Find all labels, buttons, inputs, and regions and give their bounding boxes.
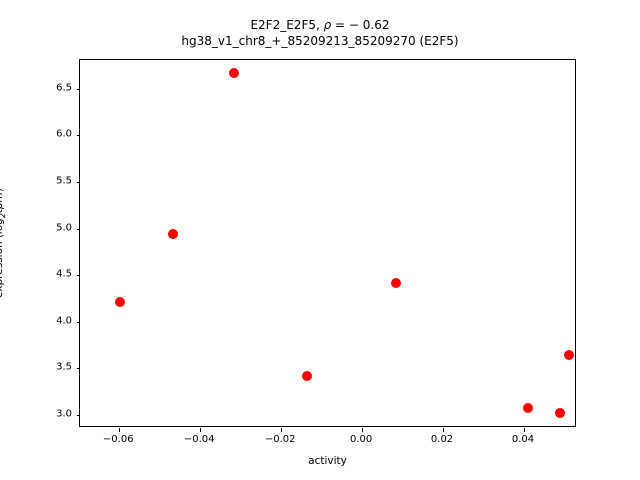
x-tick-label: −0.04 bbox=[183, 434, 215, 445]
y-tick-mark bbox=[76, 135, 80, 137]
y-axis-label-suffix: ) bbox=[0, 188, 5, 192]
data-point bbox=[523, 402, 534, 413]
chart-title: E2F2_E2F5, ρ = − 0.62 hg38_v1_chr8_+_852… bbox=[0, 17, 640, 49]
title-gene-pair: E2F2_E2F5, bbox=[250, 18, 324, 32]
y-tick-label: 4.5 bbox=[56, 268, 72, 280]
data-point bbox=[391, 277, 402, 288]
y-tick-label: 6.5 bbox=[56, 82, 72, 94]
title-rho-symbol: ρ bbox=[323, 18, 332, 32]
y-axis-label-prefix: expression ( bbox=[0, 234, 5, 298]
y-tick-mark bbox=[76, 88, 80, 90]
y-axis-label: expression (log2tpm) bbox=[0, 188, 7, 298]
plot-area bbox=[80, 60, 575, 426]
chart-title-line-1: E2F2_E2F5, ρ = − 0.62 bbox=[0, 17, 640, 33]
data-point bbox=[563, 350, 574, 361]
title-rho-value: = − 0.62 bbox=[331, 18, 390, 32]
y-tick-label: 5.0 bbox=[56, 222, 72, 234]
y-tick-label: 6.0 bbox=[56, 128, 72, 140]
y-tick-mark bbox=[76, 182, 80, 184]
chart-subtitle: hg38_v1_chr8_+_85209213_85209270 (E2F5) bbox=[181, 34, 459, 48]
axes-frame bbox=[76, 59, 576, 432]
data-point bbox=[302, 370, 313, 381]
x-tick-label: 0.02 bbox=[430, 434, 454, 445]
x-tick-label: 0.00 bbox=[349, 434, 373, 445]
y-tick-label: 4.0 bbox=[56, 315, 72, 327]
x-axis-label: activity bbox=[308, 455, 347, 467]
x-tick-label: −0.06 bbox=[102, 434, 134, 445]
y-tick-mark bbox=[76, 414, 80, 416]
data-point bbox=[229, 68, 240, 79]
x-tick-mark bbox=[443, 428, 445, 432]
y-tick-label: 3.5 bbox=[56, 361, 72, 373]
y-tick-label: 3.0 bbox=[56, 408, 72, 420]
y-tick-label: 5.5 bbox=[56, 175, 72, 187]
data-point bbox=[168, 229, 179, 240]
y-tick-mark bbox=[76, 275, 80, 277]
y-axis-label-subscript: 2 bbox=[0, 213, 7, 218]
x-tick-mark bbox=[200, 428, 202, 432]
y-axis-label-log: log bbox=[0, 217, 5, 234]
x-tick-label: 0.04 bbox=[511, 434, 535, 445]
x-tick-label: −0.02 bbox=[264, 434, 296, 445]
x-tick-mark bbox=[119, 428, 121, 432]
y-tick-mark bbox=[76, 368, 80, 370]
x-tick-mark bbox=[281, 428, 283, 432]
x-tick-mark bbox=[362, 428, 364, 432]
data-point bbox=[115, 297, 126, 308]
x-tick-mark bbox=[523, 428, 525, 432]
y-tick-mark bbox=[76, 321, 80, 323]
y-axis-label-tpm: tpm bbox=[0, 192, 5, 214]
data-point bbox=[554, 408, 565, 419]
y-tick-mark bbox=[76, 228, 80, 230]
